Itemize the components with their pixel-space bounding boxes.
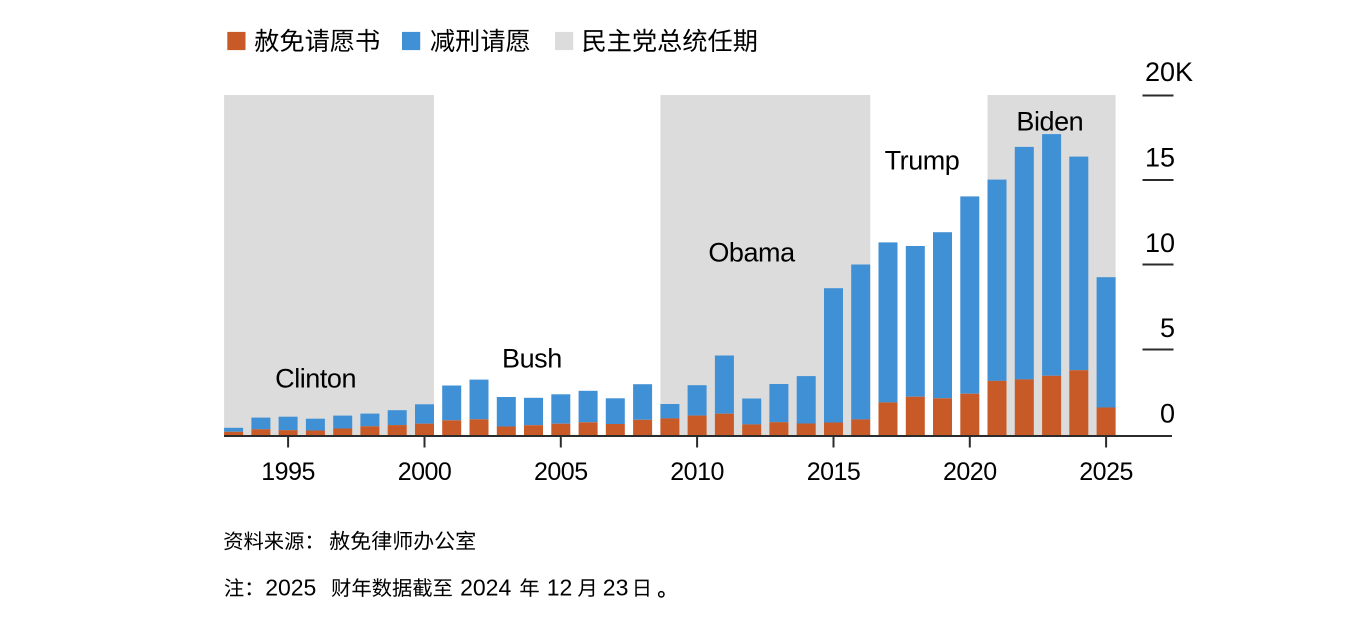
svg-text:2024: 2024 <box>460 574 511 600</box>
svg-text:Biden: Biden <box>1016 106 1083 136</box>
svg-text:15: 15 <box>1145 143 1175 173</box>
svg-text:5: 5 <box>1160 313 1175 343</box>
svg-text:20: 20 <box>1145 57 1175 87</box>
svg-text:2010: 2010 <box>670 458 724 486</box>
svg-text:2025: 2025 <box>265 574 316 600</box>
svg-text:2020: 2020 <box>943 458 997 486</box>
svg-text:Trump: Trump <box>885 146 960 176</box>
svg-text:Bush: Bush <box>502 344 562 374</box>
svg-text:10: 10 <box>1145 228 1175 258</box>
svg-text:1995: 1995 <box>261 458 315 486</box>
svg-text:12: 12 <box>547 574 573 600</box>
svg-text:Clinton: Clinton <box>275 364 356 394</box>
svg-text:Obama: Obama <box>708 237 796 267</box>
svg-text:2000: 2000 <box>398 458 452 486</box>
svg-text:2025: 2025 <box>1079 458 1133 486</box>
svg-text:2005: 2005 <box>534 458 588 486</box>
svg-text:K: K <box>1175 57 1193 87</box>
svg-text:23: 23 <box>603 574 629 600</box>
svg-text:0: 0 <box>1160 398 1175 428</box>
svg-text:2015: 2015 <box>807 458 861 486</box>
